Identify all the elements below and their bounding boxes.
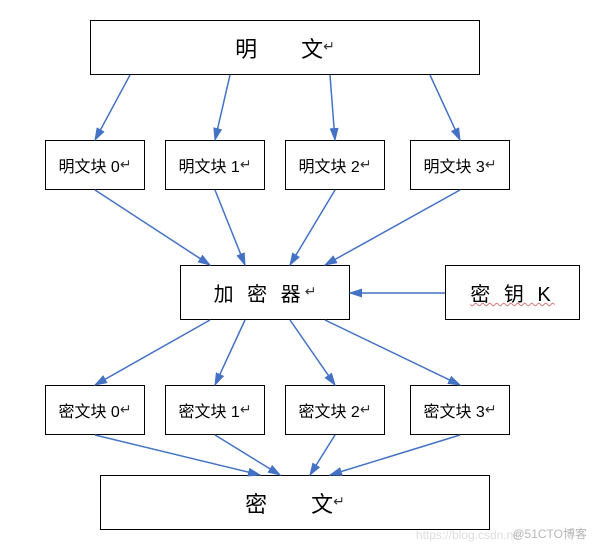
cipher-block-2: 密文块 2 ↵ xyxy=(285,385,385,435)
arrow xyxy=(290,320,335,385)
return-icon: ↵ xyxy=(323,39,335,56)
arrow xyxy=(215,320,245,385)
plaintext-label: 明 文 xyxy=(235,32,323,64)
arrow xyxy=(95,75,130,140)
encryptor-label: 加 密 器 xyxy=(214,278,305,307)
plain-block-3: 明文块 3 ↵ xyxy=(410,140,510,190)
arrow xyxy=(325,320,460,385)
cipher-block-2-label: 密文块 2 xyxy=(298,398,359,422)
ciphertext-label: 密 文 xyxy=(245,487,333,519)
return-icon: ↵ xyxy=(485,157,497,174)
arrow xyxy=(215,190,245,265)
encryptor-box: 加 密 器 ↵ xyxy=(180,265,350,320)
arrow xyxy=(325,190,460,265)
key-label: 密 钥 K xyxy=(470,278,554,307)
arrow xyxy=(95,320,210,385)
cipher-block-0: 密文块 0 ↵ xyxy=(45,385,145,435)
plain-block-3-label: 明文块 3 xyxy=(423,153,484,177)
plaintext-box: 明 文 ↵ xyxy=(90,20,480,75)
cipher-block-0-label: 密文块 0 xyxy=(58,398,119,422)
ciphertext-box: 密 文 ↵ xyxy=(100,475,490,530)
arrow xyxy=(310,435,335,475)
plain-block-0: 明文块 0 ↵ xyxy=(45,140,145,190)
arrow xyxy=(430,75,460,140)
key-box: 密 钥 K xyxy=(445,265,580,320)
watermark-left: https://blog.csdn.ne xyxy=(416,528,520,542)
cipher-block-3-label: 密文块 3 xyxy=(423,398,484,422)
arrow xyxy=(330,435,460,475)
return-icon: ↵ xyxy=(240,402,252,419)
cipher-block-1: 密文块 1 ↵ xyxy=(165,385,265,435)
arrow xyxy=(330,75,335,140)
plain-block-1: 明文块 1 ↵ xyxy=(165,140,265,190)
watermark-right: @51CTO博客 xyxy=(512,525,587,542)
plain-block-2: 明文块 2 ↵ xyxy=(285,140,385,190)
cipher-block-1-label: 密文块 1 xyxy=(178,398,239,422)
return-icon: ↵ xyxy=(360,402,372,419)
return-icon: ↵ xyxy=(360,157,372,174)
arrow xyxy=(95,435,260,475)
cipher-block-3: 密文块 3 ↵ xyxy=(410,385,510,435)
return-icon: ↵ xyxy=(240,157,252,174)
plain-block-2-label: 明文块 2 xyxy=(298,153,359,177)
arrow xyxy=(95,190,210,265)
arrow xyxy=(215,75,230,140)
return-icon: ↵ xyxy=(120,157,132,174)
plain-block-0-label: 明文块 0 xyxy=(58,153,119,177)
return-icon: ↵ xyxy=(120,402,132,419)
return-icon: ↵ xyxy=(485,402,497,419)
return-icon: ↵ xyxy=(333,494,345,511)
return-icon: ↵ xyxy=(305,284,317,301)
plain-block-1-label: 明文块 1 xyxy=(178,153,239,177)
arrow xyxy=(215,435,280,475)
arrow xyxy=(290,190,335,265)
